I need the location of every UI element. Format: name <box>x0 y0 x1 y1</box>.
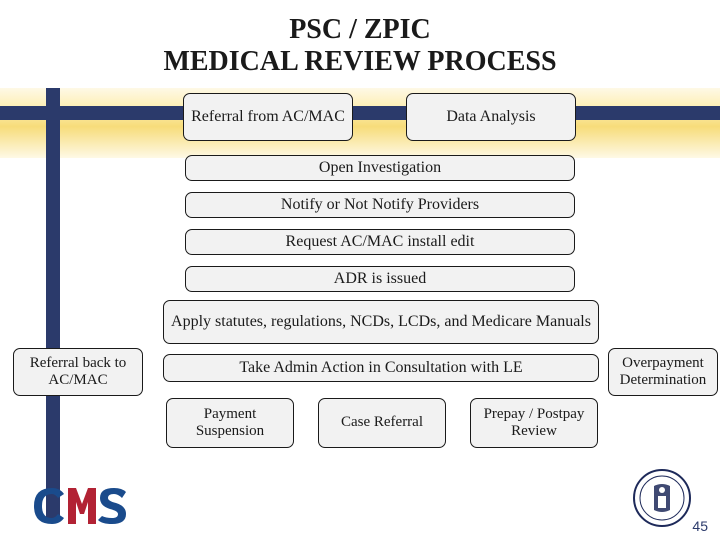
page-title: PSC / ZPIC MEDICAL REVIEW PROCESS <box>0 14 720 78</box>
box-open-investigation: Open Investigation <box>185 155 575 181</box>
cms-logo <box>30 486 140 526</box>
box-text: Referral back to AC/MAC <box>20 355 136 390</box>
box-text: Referral from AC/MAC <box>191 108 345 126</box>
box-text: Data Analysis <box>446 108 535 126</box>
box-payment-suspension: Payment Suspension <box>166 398 294 448</box>
box-referral-from: Referral from AC/MAC <box>183 93 353 141</box>
box-apply-statutes: Apply statutes, regulations, NCDs, LCDs,… <box>163 300 599 344</box>
title-line2: MEDICAL REVIEW PROCESS <box>163 46 556 77</box>
box-adr-issued: ADR is issued <box>185 266 575 292</box>
box-take-admin-action: Take Admin Action in Consultation with L… <box>163 354 599 382</box>
box-data-analysis: Data Analysis <box>406 93 576 141</box>
box-notify-providers: Notify or Not Notify Providers <box>185 192 575 218</box>
hhs-logo <box>632 468 692 528</box>
title-line1: PSC / ZPIC <box>289 14 431 45</box>
box-text: ADR is issued <box>334 270 426 288</box>
box-text: Payment Suspension <box>173 406 287 441</box>
box-text: Case Referral <box>341 414 423 431</box>
box-text: Open Investigation <box>319 159 441 177</box>
box-text: Take Admin Action in Consultation with L… <box>239 359 522 377</box>
box-prepay-postpay: Prepay / Postpay Review <box>470 398 598 448</box>
box-text: Apply statutes, regulations, NCDs, LCDs,… <box>171 313 591 331</box>
box-text: Request AC/MAC install edit <box>286 233 475 251</box>
box-text: Notify or Not Notify Providers <box>281 196 479 214</box>
box-text: Overpayment Determination <box>615 355 711 390</box>
box-referral-back: Referral back to AC/MAC <box>13 348 143 396</box>
cross-horizontal <box>0 106 720 120</box>
box-request-edit: Request AC/MAC install edit <box>185 229 575 255</box>
box-case-referral: Case Referral <box>318 398 446 448</box>
box-overpayment: Overpayment Determination <box>608 348 718 396</box>
box-text: Prepay / Postpay Review <box>477 406 591 441</box>
page-number: 45 <box>692 518 708 534</box>
background-gradient <box>0 88 720 158</box>
cross-vertical <box>46 88 60 518</box>
